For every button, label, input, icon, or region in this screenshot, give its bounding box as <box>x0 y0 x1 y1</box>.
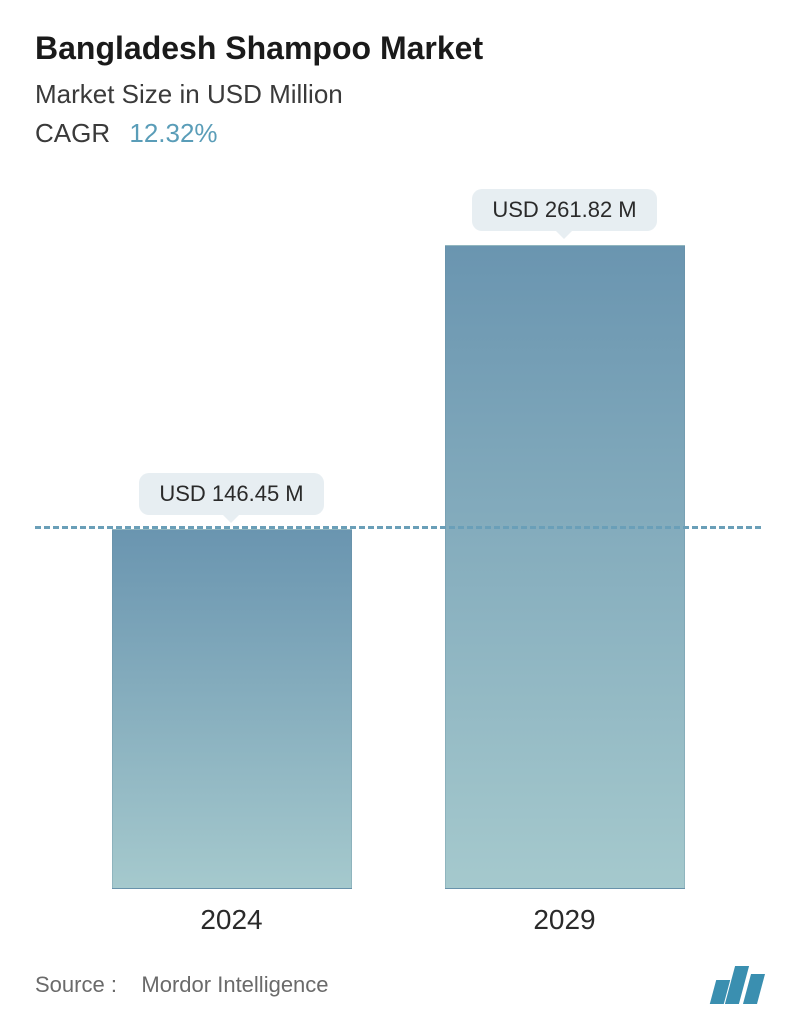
bar <box>112 529 352 889</box>
source-label: Source : <box>35 972 117 997</box>
chart-subtitle: Market Size in USD Million <box>35 79 761 110</box>
bar <box>445 245 685 889</box>
chart-area: USD 146.45 M USD 261.82 M <box>35 189 761 889</box>
footer: Source : Mordor Intelligence <box>35 966 761 1004</box>
bar-group: USD 146.45 M <box>102 473 362 889</box>
cagr-label: CAGR <box>35 118 110 148</box>
x-axis-labels: 2024 2029 <box>35 904 761 936</box>
source-name: Mordor Intelligence <box>141 972 328 997</box>
x-axis-label: 2029 <box>435 904 695 936</box>
cagr-value: 12.32% <box>129 118 217 148</box>
source-text: Source : Mordor Intelligence <box>35 972 329 998</box>
cagr-row: CAGR 12.32% <box>35 118 761 149</box>
bars-container: USD 146.45 M USD 261.82 M <box>35 189 761 889</box>
chart-title: Bangladesh Shampoo Market <box>35 30 761 67</box>
bar-group: USD 261.82 M <box>435 189 695 889</box>
bar-value-label: USD 146.45 M <box>139 473 323 515</box>
logo-icon <box>713 966 761 1004</box>
bar-value-label: USD 261.82 M <box>472 189 656 231</box>
x-axis-label: 2024 <box>102 904 362 936</box>
reference-line <box>35 526 761 529</box>
